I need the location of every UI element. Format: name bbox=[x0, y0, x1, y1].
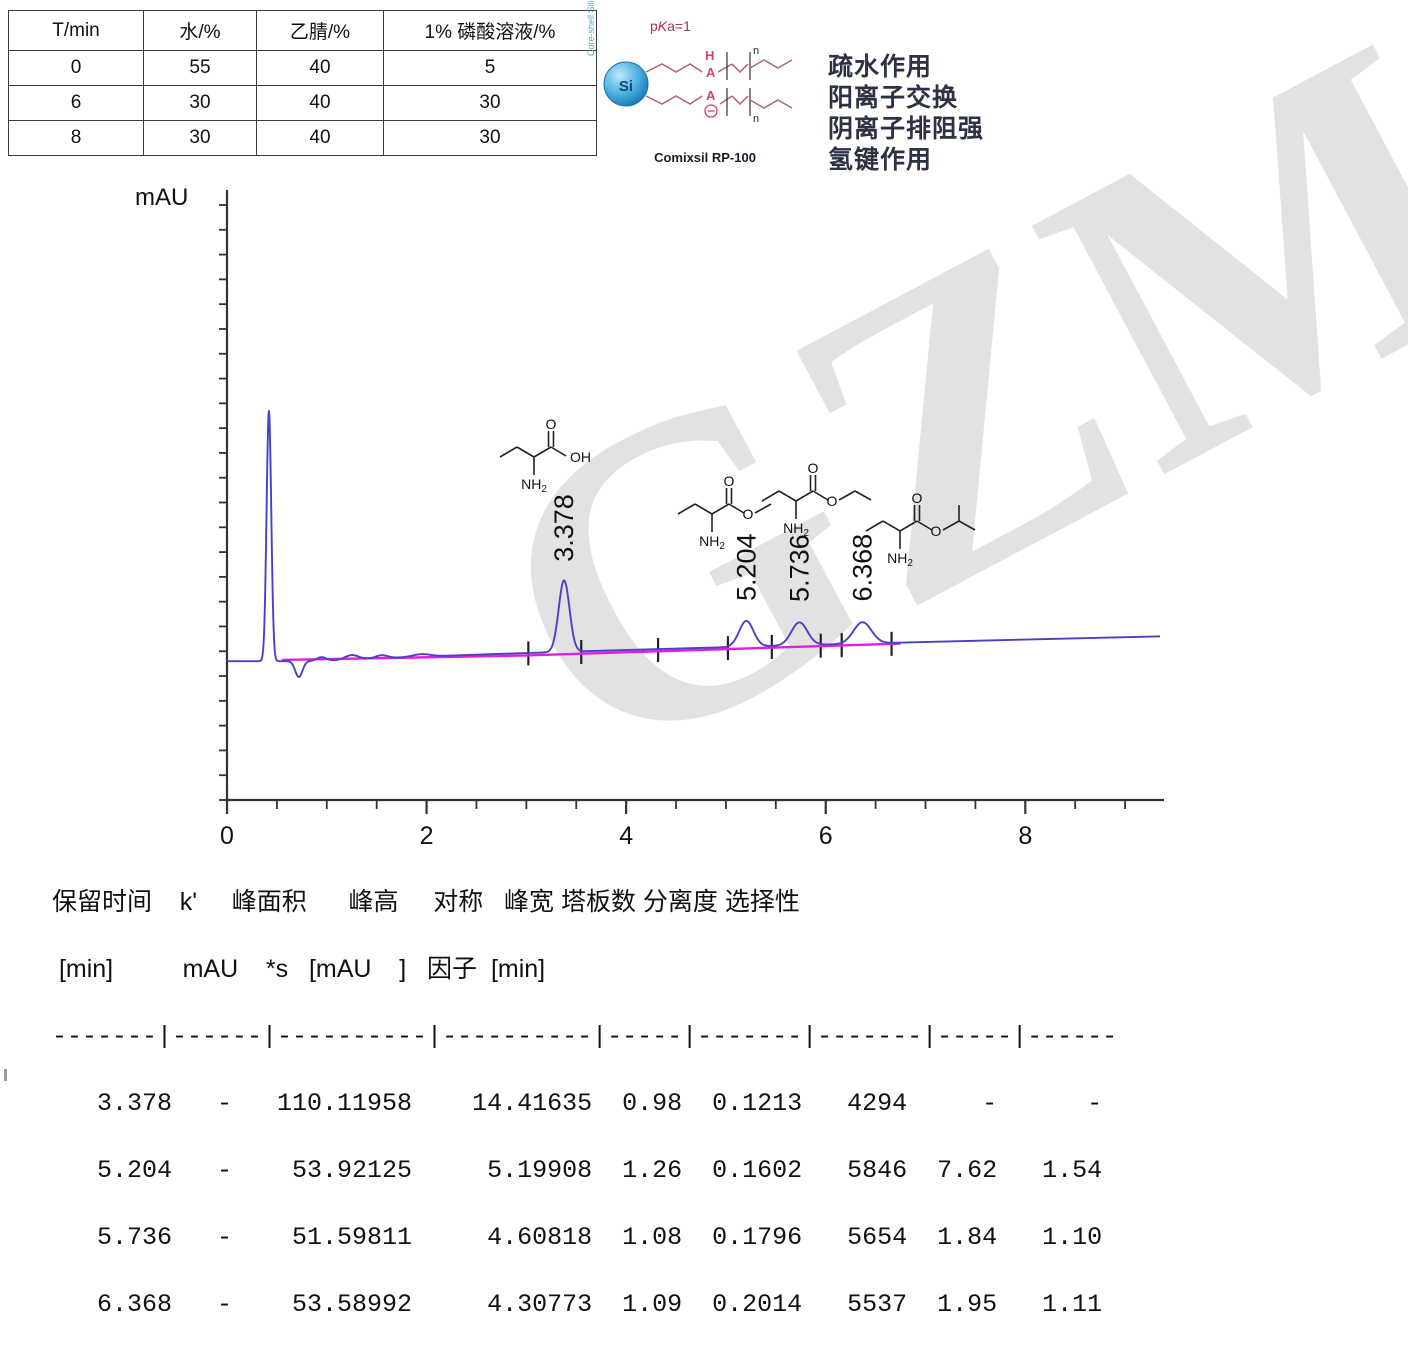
result-row: 5.736 - 51.59811 4.60818 1.08 0.1796 565… bbox=[52, 1222, 1103, 1252]
feature-list: 疏水作用 阳离子交换 阴离子排阻强 氢键作用 bbox=[828, 52, 984, 176]
gradient-table: T/min 水/% 乙腈/% 1% 磷酸溶液/% 0 55 40 5 6 30 … bbox=[8, 10, 597, 156]
a-label-bottom: A bbox=[706, 88, 716, 103]
gradient-cell: 5 bbox=[383, 50, 597, 86]
pka-label: pKa=1 bbox=[650, 18, 691, 34]
silica-particle-icon bbox=[603, 61, 649, 107]
chromatogram: mAU 0 2 4 6 8 3.378 5.204 5.736 6.368 O NH2 OH O NH… bbox=[135, 184, 1164, 850]
gradient-cell: 6 bbox=[8, 85, 144, 121]
result-header-line2: [min] mAU *s [mAU ] 因子 [min] bbox=[52, 954, 546, 983]
gradient-cell: 40 bbox=[256, 50, 384, 86]
molecule-alanine-methyl-ester: O NH2 O bbox=[677, 473, 772, 552]
gradient-cell: 8 bbox=[8, 120, 144, 156]
x-tick-label: 8 bbox=[1018, 822, 1032, 850]
signal-trace bbox=[226, 409, 1161, 678]
y-axis bbox=[219, 190, 229, 801]
molecule-alanine-isopropyl-ester: O NH2 O bbox=[865, 490, 976, 569]
result-header-line1: 保留时间 k' 峰面积 峰高 对称 峰宽 塔板数 分离度 选择性 bbox=[52, 887, 800, 916]
svg-text:NH2: NH2 bbox=[521, 476, 547, 495]
phase-caption: Comixsil RP-100 bbox=[654, 150, 756, 165]
molecule-alanine: O NH2 OH bbox=[499, 416, 591, 495]
gradient-header-acn: 乙腈/% bbox=[256, 10, 384, 51]
stationary-phase-diagram: pKa=1 Core-shell Silica Si H A n A n bbox=[586, 0, 820, 172]
result-divider: -------|------|----------|----------|---… bbox=[52, 1021, 1118, 1051]
molecule-alanine-ethyl-ester: O NH2 O bbox=[761, 460, 872, 539]
core-shell-silica-label: Core-shell Silica bbox=[586, 0, 596, 56]
anion-charge-icon bbox=[704, 104, 718, 118]
gradient-table-row: 6 30 40 30 bbox=[8, 85, 597, 121]
svg-text:NH2: NH2 bbox=[783, 520, 809, 539]
gradient-header-h3po4: 1% 磷酸溶液/% bbox=[383, 10, 597, 51]
svg-text:O: O bbox=[912, 490, 923, 506]
feature-item-cation-exchange: 阳离子交换 bbox=[828, 84, 959, 112]
svg-text:O: O bbox=[827, 493, 838, 509]
gradient-table-row: 8 30 40 30 bbox=[8, 120, 597, 156]
peak-retention-time-label: 6.368 bbox=[847, 534, 877, 602]
feature-item-anion-exclusion: 阴离子排阻强 bbox=[828, 115, 985, 143]
gradient-cell: 30 bbox=[143, 120, 257, 156]
a-label-top: A bbox=[706, 65, 716, 80]
gradient-header-time: T/min bbox=[8, 10, 144, 51]
x-tick-label: 0 bbox=[220, 822, 234, 850]
svg-text:O: O bbox=[724, 473, 735, 489]
x-tick-label: 4 bbox=[619, 822, 633, 850]
svg-text:NH2: NH2 bbox=[887, 550, 913, 569]
x-tick-label: 2 bbox=[420, 822, 434, 850]
gradient-cell: 30 bbox=[383, 85, 597, 121]
svg-text:O: O bbox=[808, 460, 819, 476]
molecule-annotations: O NH2 OH O NH2 O O NH2 O O NH2 O bbox=[499, 416, 976, 569]
gradient-cell: 55 bbox=[143, 50, 257, 86]
gradient-cell: 30 bbox=[383, 120, 597, 156]
result-row: 3.378 - 110.11958 14.41635 0.98 0.1213 4… bbox=[52, 1088, 1103, 1118]
peak-retention-time-label: 5.736 bbox=[784, 534, 814, 602]
x-tick-label: 6 bbox=[819, 822, 833, 850]
svg-text:NH2: NH2 bbox=[699, 533, 725, 552]
gradient-cell: 30 bbox=[143, 85, 257, 121]
svg-text:O: O bbox=[743, 506, 754, 522]
si-label: Si bbox=[619, 78, 633, 95]
svg-text:O: O bbox=[931, 523, 942, 539]
peak-labels: 3.378 5.204 5.736 6.368 bbox=[549, 494, 877, 602]
gradient-cell: 40 bbox=[256, 85, 384, 121]
feature-item-hydrophobic: 疏水作用 bbox=[828, 53, 933, 81]
svg-text:O: O bbox=[546, 416, 557, 432]
n-label-top: n bbox=[753, 45, 759, 57]
gradient-table-row: 0 55 40 5 bbox=[8, 50, 597, 86]
gradient-cell: 0 bbox=[8, 50, 144, 86]
feature-item-hydrogen-bond: 氢键作用 bbox=[828, 146, 933, 174]
result-row: 6.368 - 53.58992 4.30773 1.09 0.2014 553… bbox=[52, 1289, 1103, 1319]
phase-structure-svg: Si H A n A n bbox=[603, 45, 793, 125]
x-axis: 0 2 4 6 8 bbox=[220, 798, 1164, 850]
n-label-bottom: n bbox=[753, 113, 759, 125]
gradient-table-header-row: T/min 水/% 乙腈/% 1% 磷酸溶液/% bbox=[8, 10, 597, 51]
gradient-header-water: 水/% bbox=[143, 10, 257, 51]
page-corner-mark bbox=[4, 1069, 7, 1081]
result-table: 保留时间 k' 峰面积 峰高 对称 峰宽 塔板数 分离度 选择性 [min] m… bbox=[52, 852, 1117, 1355]
y-axis-unit-label: mAU bbox=[135, 184, 188, 211]
svg-text:OH: OH bbox=[570, 449, 591, 465]
peak-retention-time-label: 3.378 bbox=[549, 494, 579, 562]
gradient-cell: 40 bbox=[256, 120, 384, 156]
result-row: 5.204 - 53.92125 5.19908 1.26 0.1602 584… bbox=[52, 1155, 1103, 1185]
h-label: H bbox=[705, 48, 714, 63]
peak-retention-time-label: 5.204 bbox=[731, 533, 761, 601]
